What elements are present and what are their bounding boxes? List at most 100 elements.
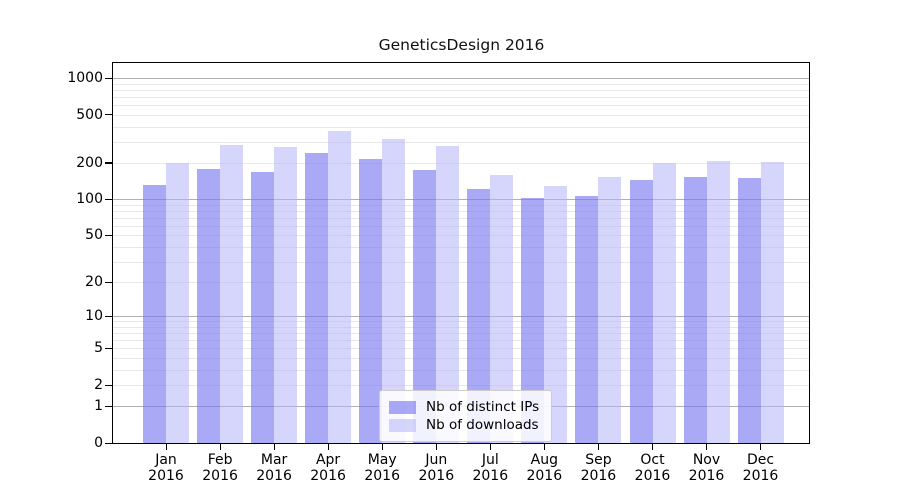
legend-swatch-downloads	[389, 418, 416, 432]
x-tick	[165, 444, 167, 450]
gridline-minor	[113, 327, 809, 328]
x-tick-label: Oct 2016	[634, 452, 671, 484]
gridline-minor	[113, 246, 809, 248]
bar-downloads-dec	[760, 161, 784, 443]
bar-downloads-jan	[166, 162, 189, 443]
y-tick	[105, 162, 112, 164]
legend-swatch-distinct-ips	[389, 400, 416, 414]
gridline-minor	[113, 235, 809, 237]
gridline-minor	[113, 89, 809, 91]
x-tick	[219, 444, 221, 450]
bar-downloads-oct	[652, 163, 676, 443]
legend-label-downloads: Nb of downloads	[426, 417, 539, 433]
legend-item-distinct-ips: Nb of distinct IPs	[389, 399, 539, 415]
x-tick-label: Dec 2016	[742, 452, 779, 484]
x-tick	[706, 444, 708, 450]
y-tick-label: 500	[76, 106, 103, 123]
bar-distinct-ips-sep	[575, 195, 599, 443]
gridline-minor	[113, 126, 809, 128]
x-tick	[760, 444, 762, 450]
x-tick-label: Apr 2016	[310, 452, 346, 484]
bar-distinct-ips-jul	[467, 188, 491, 443]
y-tick-label: 100	[76, 191, 103, 208]
legend-label-distinct-ips: Nb of distinct IPs	[426, 399, 540, 415]
gridline-minor	[113, 105, 809, 107]
x-tick	[652, 444, 654, 450]
gridline-minor	[113, 348, 809, 350]
bar-downloads-jun	[436, 145, 460, 443]
gridline-major	[113, 316, 809, 318]
bar-downloads-apr	[328, 131, 352, 443]
gridline-minor	[113, 210, 809, 212]
x-tick	[543, 444, 545, 450]
y-tick	[105, 198, 112, 200]
legend: Nb of distinct IPs Nb of downloads	[379, 390, 553, 442]
x-tick-label: Jan 2016	[148, 452, 184, 484]
x-tick	[273, 444, 275, 450]
gridline-minor	[113, 225, 809, 227]
gridline-minor	[113, 282, 809, 284]
bar-distinct-ips-feb	[197, 168, 220, 443]
x-tick-label: Feb 2016	[202, 452, 238, 484]
bar-downloads-aug	[544, 185, 568, 443]
x-tick-label: Jun 2016	[418, 452, 455, 484]
gridline-major	[113, 78, 809, 80]
y-tick	[105, 77, 112, 79]
bar-downloads-nov	[706, 160, 730, 443]
y-tick-label: 2	[94, 377, 103, 393]
y-tick-label: 50	[85, 227, 103, 244]
gridline-minor	[113, 114, 809, 116]
gridline-minor	[113, 358, 809, 359]
bar-distinct-ips-jan	[143, 184, 166, 443]
gridline-minor	[113, 261, 809, 263]
bar-distinct-ips-nov	[683, 177, 707, 443]
legend-item-downloads: Nb of downloads	[389, 417, 539, 433]
x-tick	[327, 444, 329, 450]
y-tick-label: 5	[94, 340, 103, 357]
gridline-minor	[113, 97, 809, 98]
y-tick	[105, 442, 112, 444]
gridline-minor	[113, 385, 809, 386]
x-tick-label: Jul 2016	[472, 452, 509, 484]
bar-distinct-ips-oct	[629, 179, 653, 443]
bar-distinct-ips-jun	[413, 169, 437, 443]
bar-downloads-sep	[598, 177, 622, 443]
gridline-minor	[113, 340, 809, 342]
bar-downloads-may	[382, 139, 406, 443]
chart-title: GeneticsDesign 2016	[378, 36, 545, 54]
bar-distinct-ips-may	[359, 159, 383, 443]
y-tick-label: 200	[76, 154, 103, 171]
y-tick	[105, 281, 112, 283]
y-tick-label: 1000	[67, 70, 103, 87]
gridline-minor	[113, 162, 809, 164]
y-tick	[105, 234, 112, 237]
x-tick-label: Mar 2016	[256, 452, 292, 484]
y-tick	[105, 384, 112, 386]
y-tick	[105, 114, 112, 116]
x-tick-label: Aug 2016	[526, 452, 563, 484]
gridline-minor	[113, 321, 809, 323]
y-tick-label: 10	[85, 308, 103, 325]
y-tick	[105, 347, 112, 350]
bar-distinct-ips-aug	[521, 197, 545, 443]
plot-area: Nb of distinct IPs Nb of downloads	[112, 62, 810, 444]
x-tick	[597, 444, 600, 450]
bar-distinct-ips-apr	[305, 152, 329, 443]
gridline-minor	[113, 369, 809, 371]
y-tick-label: 20	[85, 274, 103, 291]
gridline-minor	[113, 83, 809, 85]
x-tick	[435, 444, 437, 450]
bar-downloads-mar	[274, 147, 298, 443]
gridline-minor	[113, 204, 809, 206]
y-tick-label: 0	[94, 435, 103, 451]
bar-distinct-ips-dec	[737, 177, 761, 443]
y-tick	[105, 315, 112, 318]
x-tick-label: Sep 2016	[580, 452, 617, 484]
gridline-minor	[113, 333, 809, 335]
bar-downloads-feb	[220, 144, 243, 443]
gridline-minor	[113, 217, 809, 219]
x-tick-label: Nov 2016	[688, 452, 725, 484]
x-tick	[381, 444, 383, 450]
bar-downloads-jul	[490, 174, 514, 443]
